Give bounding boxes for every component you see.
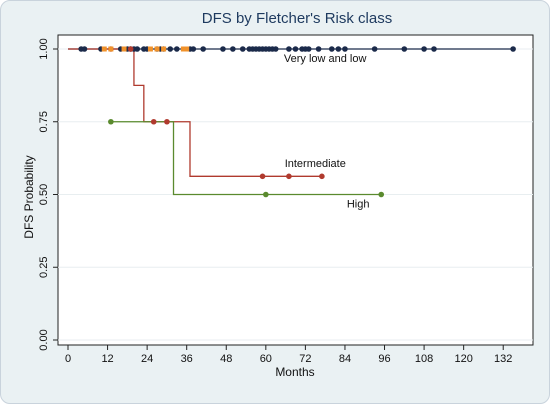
censor-point-intermediate: [319, 173, 325, 180]
censor-point-very-low-and-low: [401, 46, 408, 52]
censor-point-orange: [108, 46, 114, 52]
marker-layer: [78, 46, 516, 198]
censor-point-intermediate: [286, 173, 292, 180]
censor-point-intermediate: [127, 46, 134, 52]
x-tick-label: 84: [339, 353, 351, 365]
censor-point-orange: [154, 46, 160, 52]
x-tick-label: 0: [65, 353, 71, 365]
censor-point-very-low-and-low: [305, 46, 312, 52]
annotation-layer: Very low and low Intermediate High: [284, 53, 370, 211]
annotation-label: Very low and low: [284, 53, 367, 65]
censor-point-very-low-and-low: [342, 46, 348, 52]
y-tick-label: 1.00: [38, 38, 50, 59]
annotation-label: Intermediate: [285, 158, 346, 170]
censor-point-high: [108, 118, 114, 125]
x-tick-label: 60: [260, 353, 272, 365]
censor-point-very-low-and-low: [200, 46, 206, 52]
axis-layer: 0.00 0.25 0.50 0.75 1.00 0 12 24 36 48 60 72 84 96 108…: [38, 38, 512, 365]
x-tick-label: 96: [378, 353, 390, 365]
y-tick-label: 0.00: [38, 329, 50, 350]
censor-point-orange: [101, 46, 107, 52]
censor-point-very-low-and-low: [431, 46, 437, 52]
plot-area: [57, 34, 534, 346]
censor-point-intermediate: [150, 118, 157, 125]
censor-point-very-low-and-low: [292, 46, 299, 52]
y-tick-label: 0.25: [38, 257, 50, 278]
censor-point-very-low-and-low: [510, 46, 516, 52]
censor-point-orange: [121, 46, 127, 52]
censor-point-intermediate: [164, 118, 170, 125]
censor-point-orange: [147, 46, 153, 52]
x-tick-label: 12: [101, 353, 113, 365]
censor-point-orange: [184, 46, 190, 52]
censor-point-intermediate: [259, 173, 266, 180]
chart-title: DFS by Fletcher's Risk class: [202, 10, 392, 27]
censor-point-very-low-and-low: [167, 46, 174, 52]
censor-point-very-low-and-low: [272, 46, 279, 52]
censor-point-very-low-and-low: [190, 46, 197, 52]
x-tick-label: 24: [141, 353, 153, 365]
censor-point-very-low-and-low: [328, 46, 335, 52]
x-tick-label: 120: [454, 353, 472, 365]
x-tick-label: 132: [494, 353, 512, 365]
series-line-high: [110, 121, 382, 196]
censor-point-very-low-and-low: [421, 46, 427, 52]
censor-point-orange: [161, 46, 167, 52]
x-tick-label: 108: [415, 353, 433, 365]
series-line-intermediate: [68, 48, 322, 177]
censor-point-very-low-and-low: [174, 46, 180, 52]
x-tick-label: 36: [181, 353, 193, 365]
y-tick-label: 0.50: [38, 184, 50, 205]
censor-point-very-low-and-low: [335, 46, 342, 52]
censor-point-very-low-and-low: [371, 46, 378, 52]
censor-point-very-low-and-low: [286, 46, 292, 52]
censor-point-very-low-and-low: [230, 46, 236, 52]
x-axis-label: Months: [275, 365, 314, 379]
censor-point-very-low-and-low: [315, 46, 322, 52]
censor-point-very-low-and-low: [134, 46, 141, 52]
censor-point-high: [263, 191, 269, 198]
censor-point-very-low-and-low: [81, 46, 88, 52]
x-tick-label: 72: [299, 353, 311, 365]
censor-point-very-low-and-low: [239, 46, 246, 52]
x-tick-label: 48: [220, 353, 232, 365]
y-axis-label: DFS Probability: [22, 155, 36, 238]
censor-point-orange: [180, 46, 186, 52]
censor-point-high: [378, 191, 385, 198]
y-tick-label: 0.75: [38, 111, 50, 132]
annotation-label: High: [347, 199, 370, 211]
censor-point-very-low-and-low: [220, 46, 226, 52]
